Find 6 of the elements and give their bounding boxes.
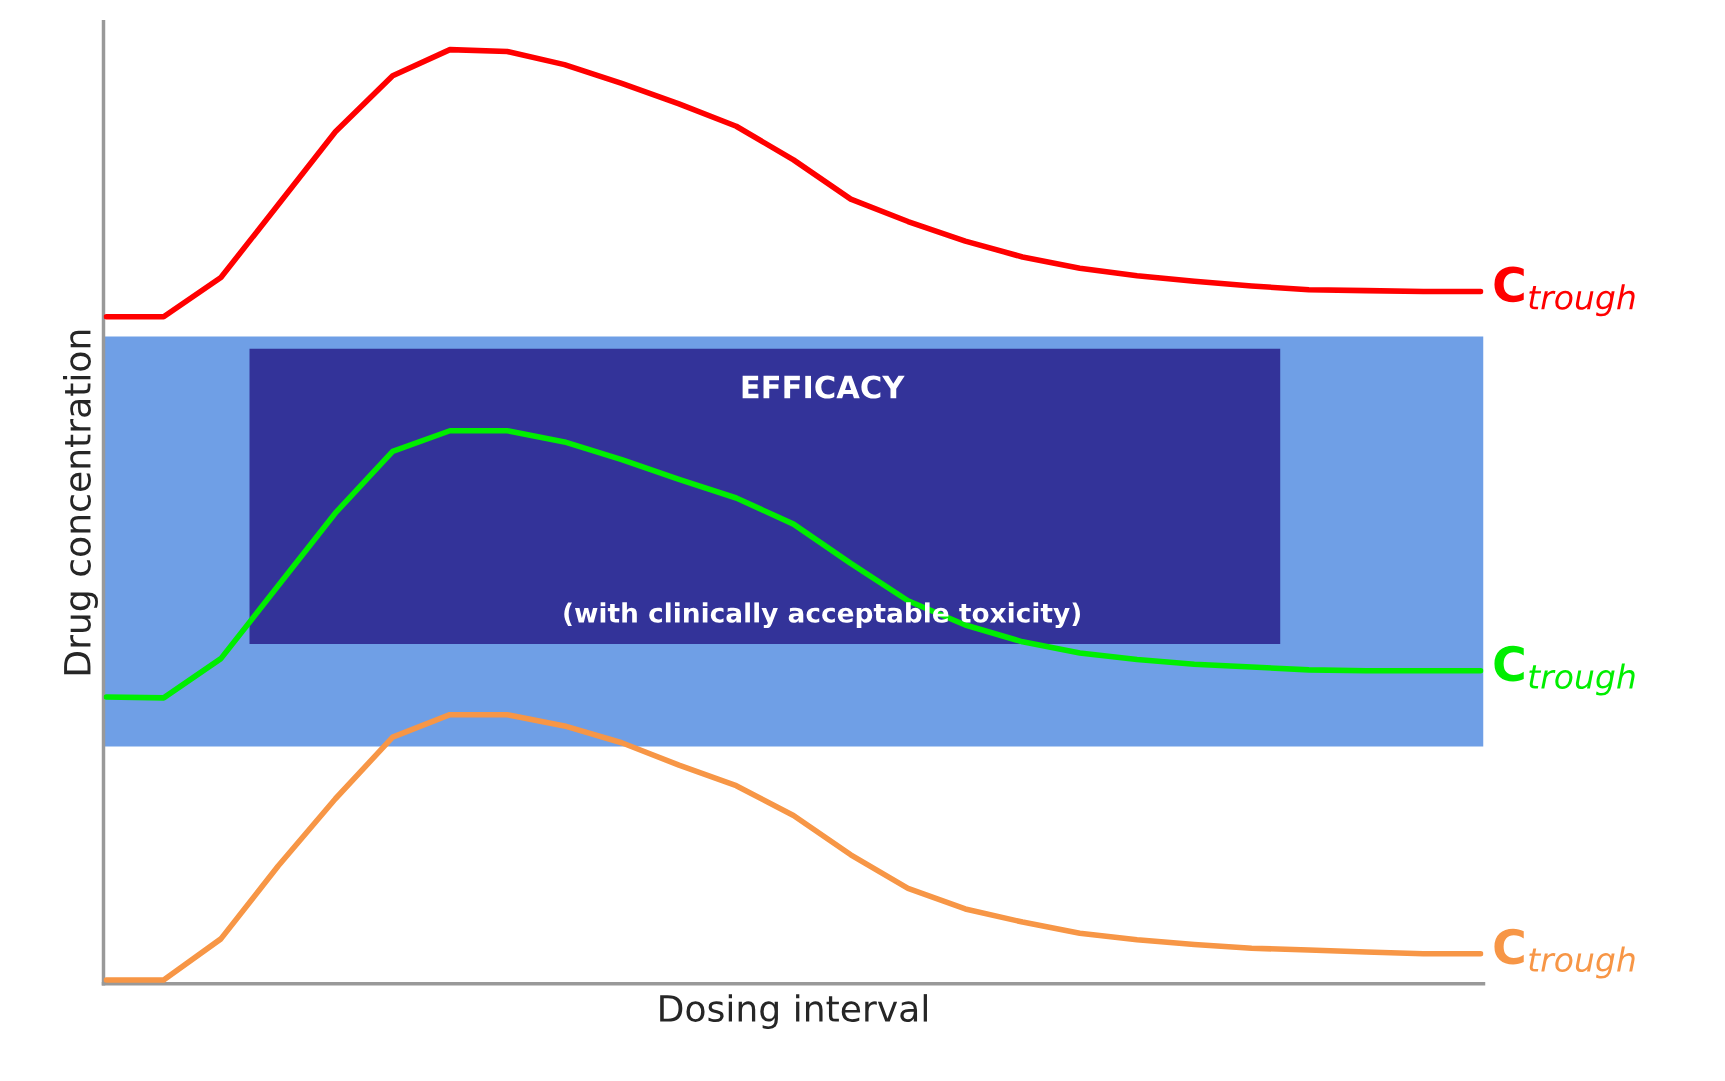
series-label: C$_{trough}$ [1494, 645, 1635, 696]
series-label: C$_{trough}$ [1494, 266, 1635, 317]
series-label: C$_{trough}$ [1494, 928, 1635, 979]
text: EFFICACY (with clinically acceptable toxicity) [564, 375, 1080, 629]
x-axis-title: Dosing interval [660, 994, 927, 1030]
y-axis-title: Drug concentration [63, 330, 98, 675]
